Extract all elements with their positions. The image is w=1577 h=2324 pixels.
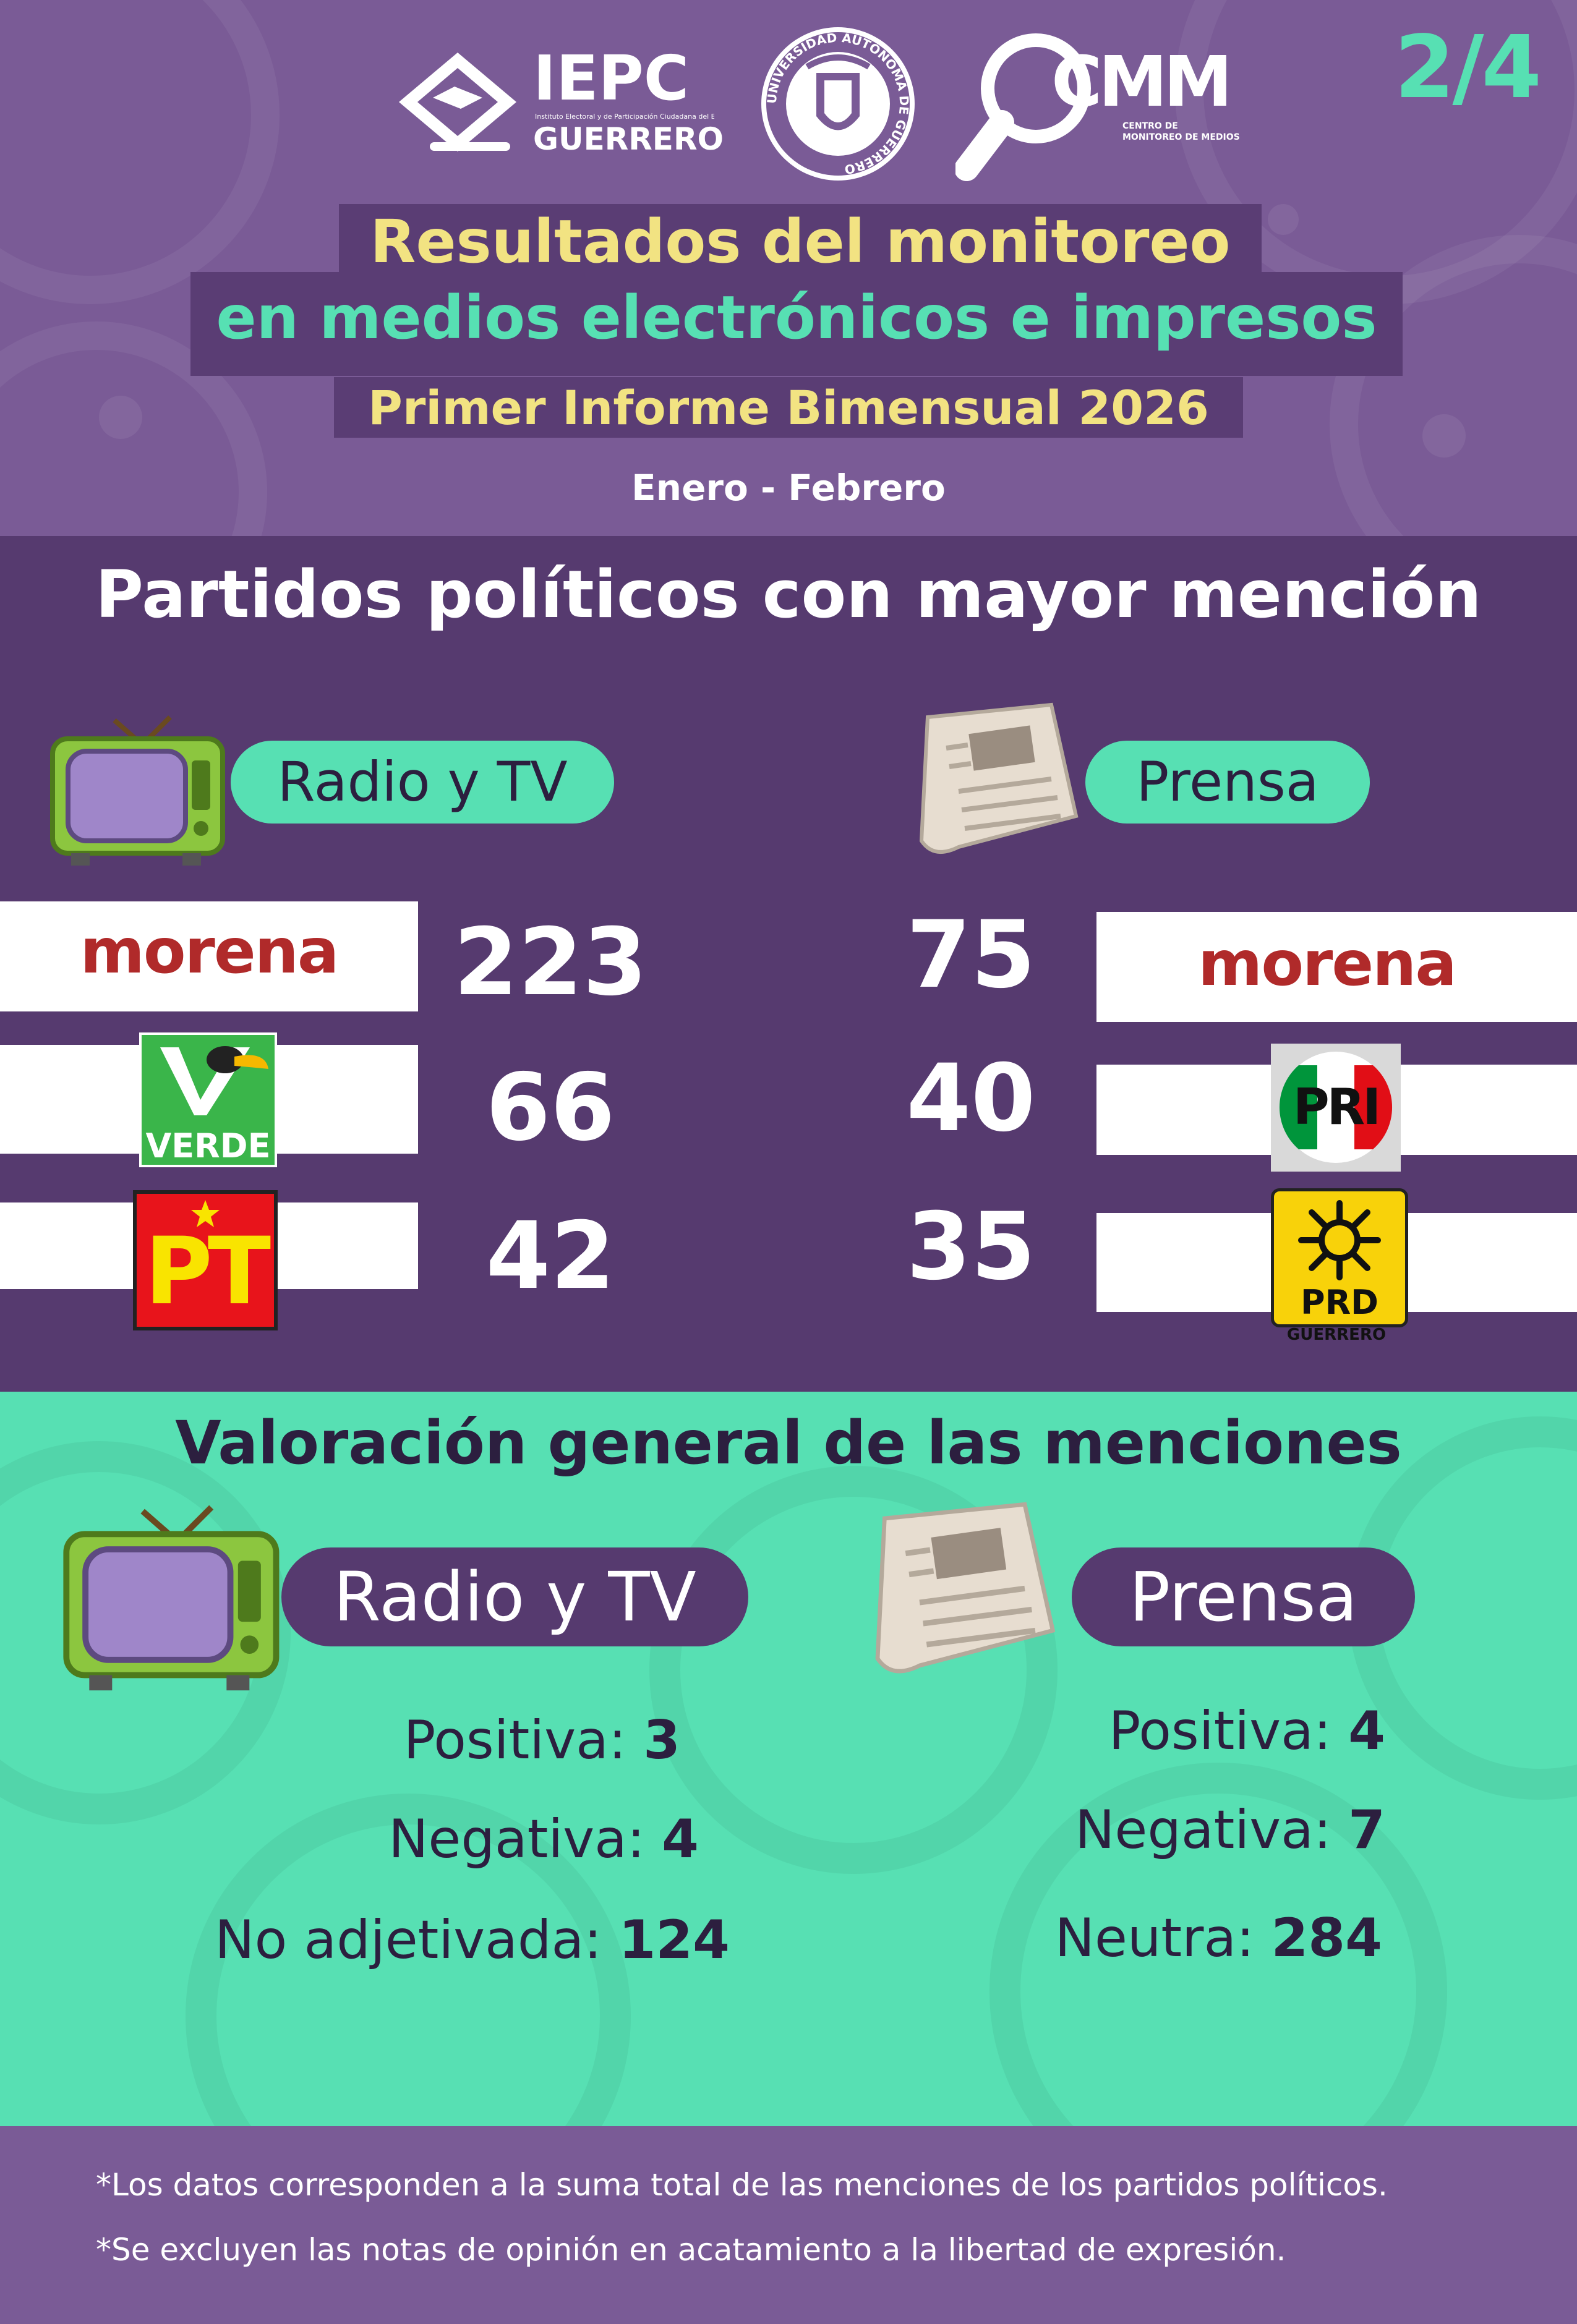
positive-label: Positiva:: [403, 1709, 626, 1771]
university-seal-icon: UNIVERSIDAD AUTÓNOMA DE GUERRERO: [761, 27, 915, 181]
negative-value: 7: [1348, 1799, 1385, 1861]
prensa-pill: Prensa: [1085, 741, 1370, 824]
iepc-institute-line: Instituto Electoral y de Participación C…: [535, 113, 714, 121]
tv-icon: [50, 715, 225, 866]
iepc-logo: IEPC Instituto Electoral y de Participac…: [396, 42, 724, 157]
report-subtitle: Primer Informe Bimensual 2026: [368, 380, 1209, 435]
pri-emblem-icon: PRI: [1279, 1052, 1393, 1163]
prensa-row-morena: [1096, 912, 1577, 1022]
magnifier-icon: [955, 33, 1091, 181]
title-band-1: [339, 204, 1262, 275]
pri-logo-text: PRI: [1293, 1078, 1378, 1136]
university-seal: UNIVERSIDAD AUTÓNOMA DE GUERRERO: [758, 23, 918, 184]
positive-label: Positiva:: [1108, 1700, 1331, 1762]
footnote-2: *Se excluyen las notas de opinión en aca…: [96, 2232, 1286, 2268]
pt-logo: PT: [133, 1190, 278, 1330]
cmm-name: CMM: [1051, 42, 1233, 122]
page-number: 2/4: [1395, 17, 1542, 118]
cmm-line2: MONITOREO DE MEDIOS: [1122, 132, 1240, 142]
neutral-label: Neutra:: [1054, 1907, 1255, 1969]
prd-logo: PRD: [1271, 1188, 1408, 1327]
prensa-morena-count: 75: [906, 901, 1036, 1009]
prensa-negative: Negativa: 7: [928, 1799, 1385, 1861]
star-icon: [191, 1200, 220, 1227]
cmm-logo: CMM CENTRO DE MONITOREO DE MEDIOS: [955, 30, 1240, 184]
title-line-2: en medios electrónicos e impresos: [216, 283, 1377, 352]
toucan-icon: [160, 1046, 268, 1115]
prensa-neutral: Neutra: 284: [928, 1907, 1382, 1969]
iepc-emblem-icon: [399, 53, 516, 151]
subtitle-band: [334, 377, 1243, 438]
verde-logo: VERDE: [139, 1032, 277, 1167]
newspaper-icon-large: [875, 1502, 1056, 1674]
tv-icon-large: [63, 1505, 280, 1691]
unqualified-label: No adjetivada:: [215, 1909, 602, 1971]
negative-value: 4: [662, 1808, 699, 1870]
positive-value: 3: [643, 1709, 680, 1771]
negative-label: Negativa:: [388, 1808, 645, 1870]
radio-tv-row-morena: [0, 901, 418, 1011]
radio-tv-morena-count: 223: [453, 909, 647, 1016]
radio-tv-pill: Radio y TV: [231, 741, 614, 824]
pri-logo: PRI: [1271, 1044, 1401, 1172]
radio-tv-positive: Positiva: 3: [124, 1709, 680, 1771]
morena-logo-prensa: morena: [1198, 927, 1457, 1000]
report-period: Enero - Febrero: [631, 467, 946, 509]
valuation-heading: Valoración general de las menciones: [175, 1408, 1402, 1478]
prensa-positive: Positiva: 4: [928, 1700, 1385, 1762]
valuation-prensa-pill: Prensa: [1072, 1547, 1415, 1646]
verde-logo-text: VERDE: [145, 1126, 271, 1165]
newspaper-icon: [919, 702, 1079, 854]
prensa-pri-count: 40: [906, 1045, 1036, 1152]
neutral-value: 284: [1271, 1907, 1382, 1969]
radio-tv-verde-count: 66: [485, 1054, 615, 1162]
prd-logo-text: PRD: [1301, 1283, 1378, 1322]
title-line-1: Resultados del monitoreo: [370, 207, 1231, 276]
negative-label: Negativa:: [1075, 1799, 1331, 1861]
prensa-prd-count: 35: [906, 1193, 1036, 1301]
radio-tv-unqualified: No adjetivada: 124: [124, 1909, 730, 1971]
aztec-sun-icon: [1298, 1200, 1381, 1280]
footnote-1: *Los datos corresponden a la suma total …: [96, 2167, 1388, 2203]
iepc-state: GUERRERO: [533, 121, 724, 157]
unqualified-value: 124: [618, 1909, 730, 1971]
prd-state-text: GUERRERO: [1286, 1326, 1387, 1344]
radio-tv-negative: Negativa: 4: [124, 1808, 699, 1870]
parties-heading: Partidos políticos con mayor mención: [95, 556, 1482, 632]
valuation-radio-tv-pill: Radio y TV: [281, 1547, 748, 1646]
iepc-name: IEPC: [533, 42, 690, 114]
cmm-line1: CENTRO DE: [1122, 121, 1178, 131]
positive-value: 4: [1348, 1700, 1385, 1762]
pt-logo-text: PT: [144, 1218, 271, 1326]
morena-logo: morena: [80, 915, 340, 987]
title-band-2: [190, 272, 1403, 376]
radio-tv-pt-count: 42: [485, 1202, 615, 1310]
footer: [0, 2126, 1577, 2324]
